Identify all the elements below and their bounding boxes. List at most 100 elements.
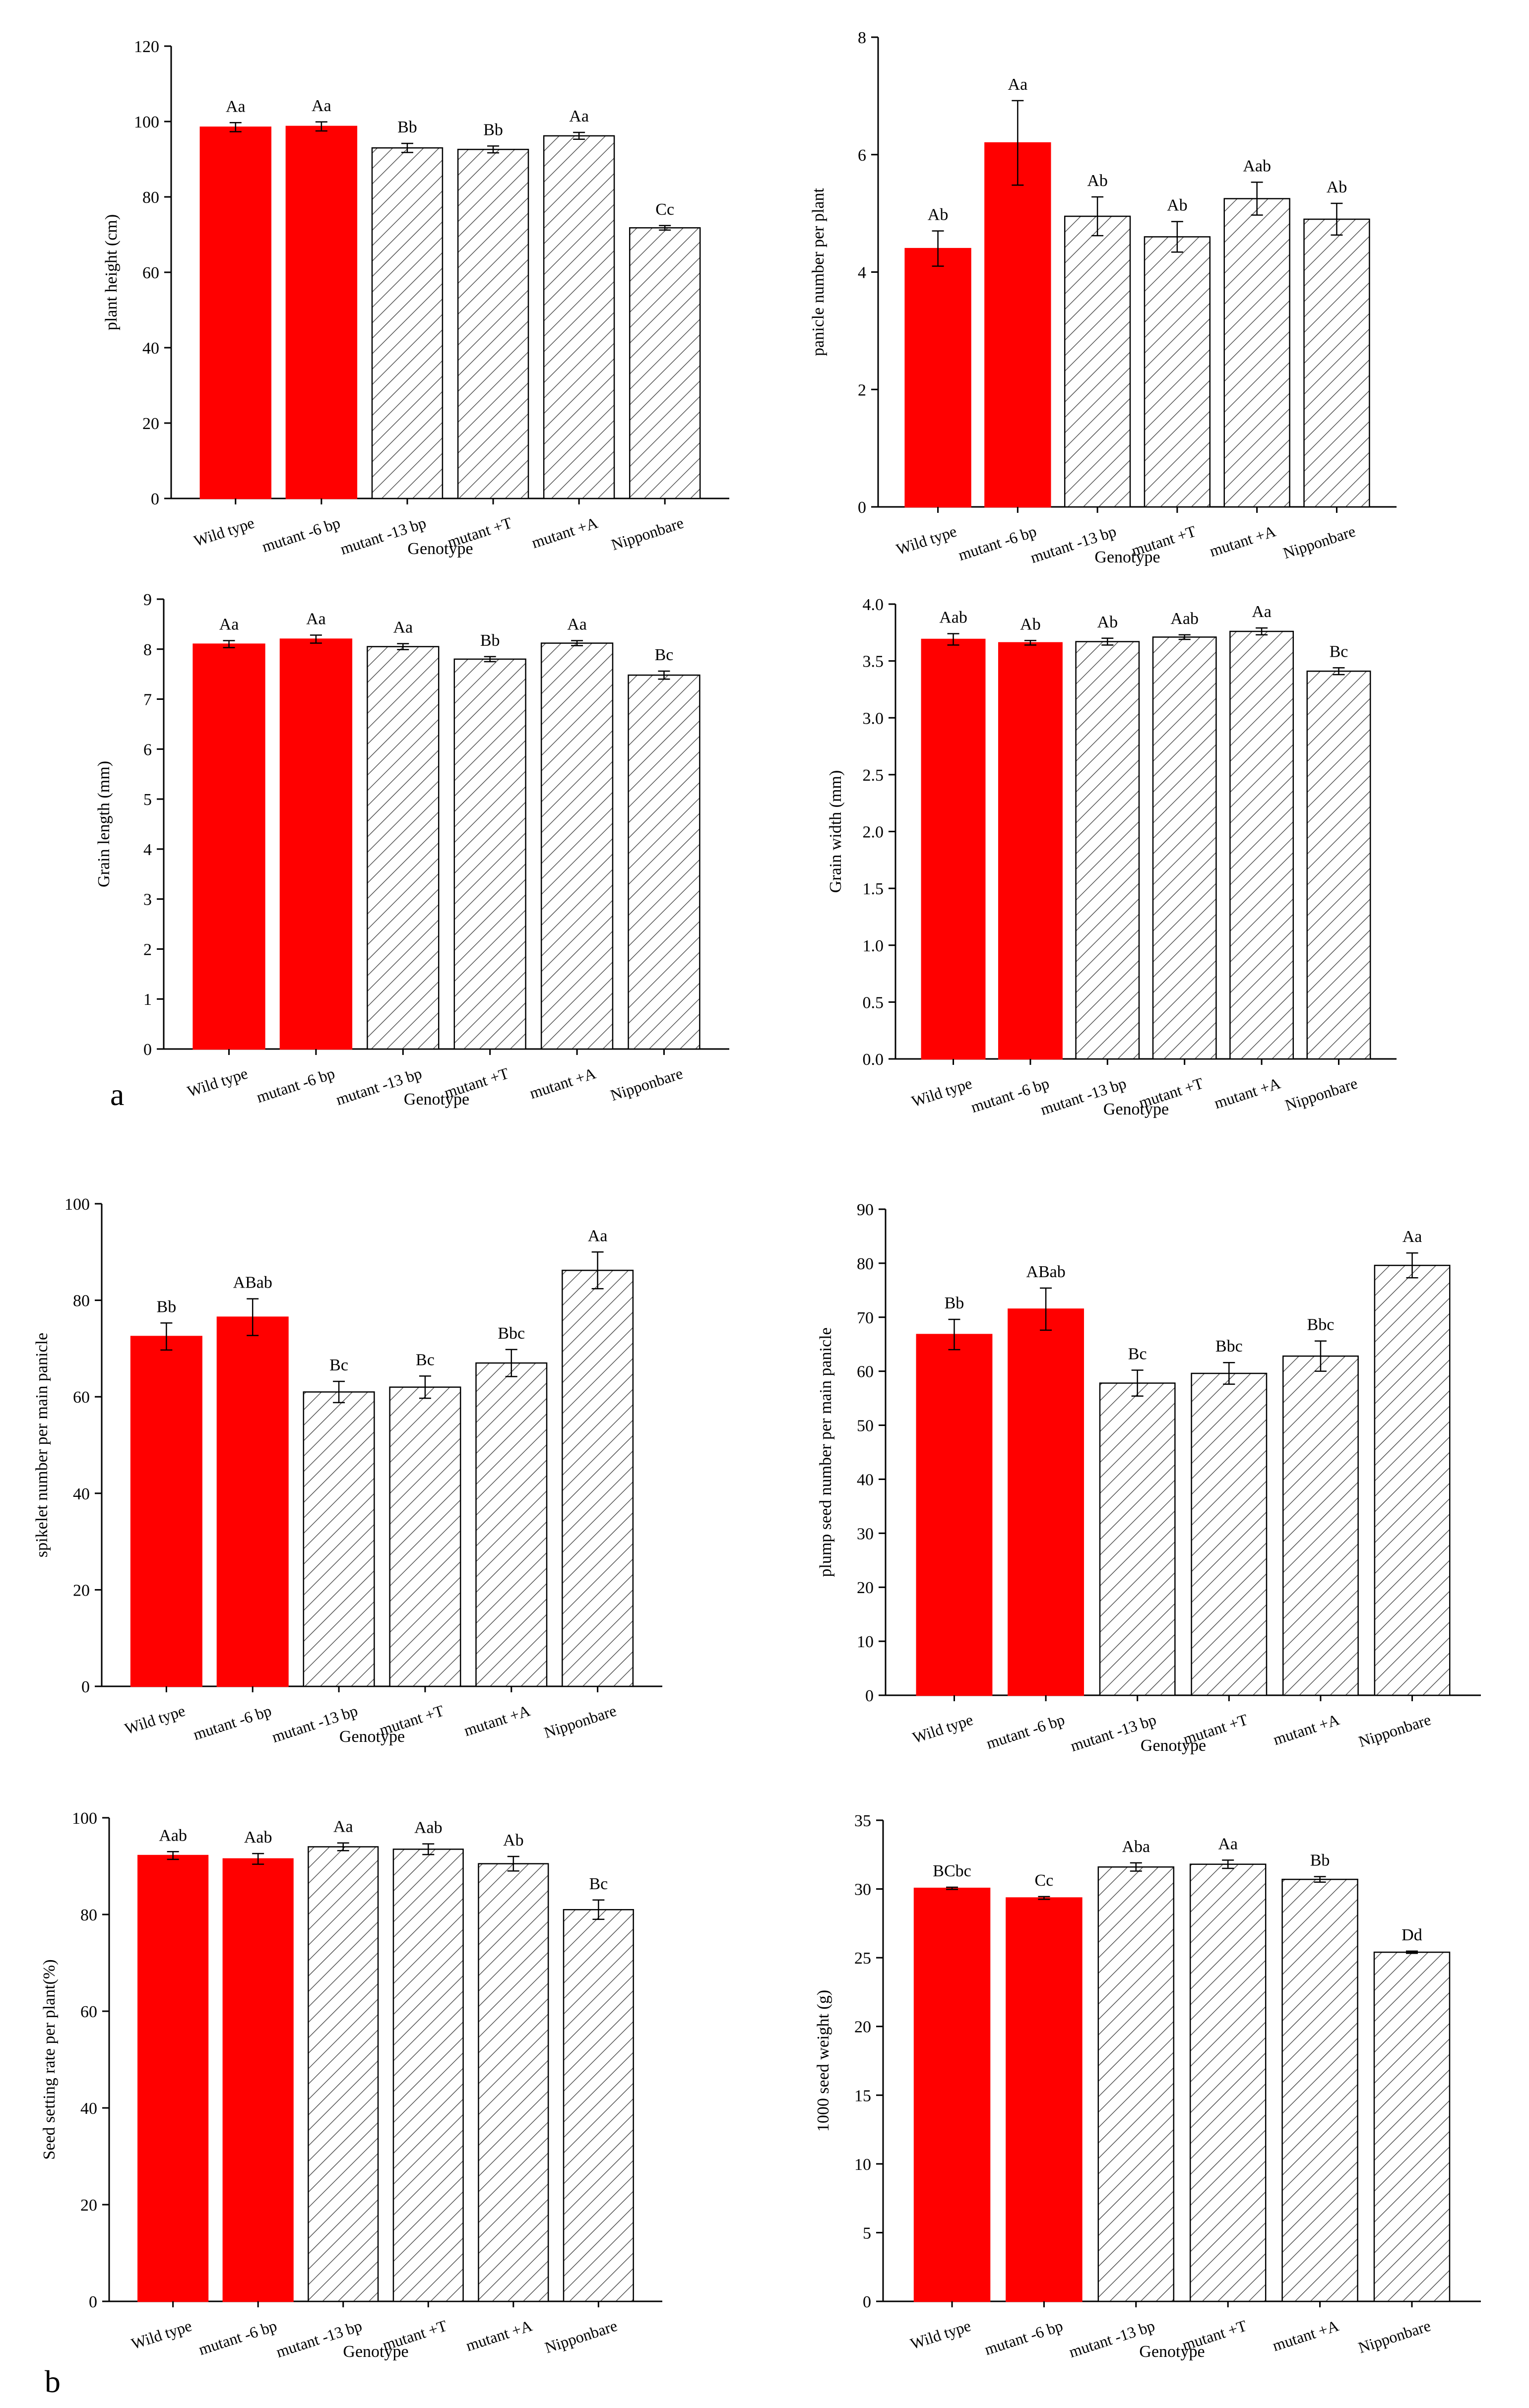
x-tick-label: Wild type: [908, 2316, 973, 2352]
x-tick-label: mutant -6 bp: [196, 2316, 279, 2358]
y-tick-label: 60: [142, 264, 159, 282]
bar: [453, 658, 526, 1050]
y-axis-label: Seed setting rate per plant(%): [40, 1959, 59, 2160]
y-tick-label: 2.0: [863, 823, 884, 842]
x-tick-label: mutant +A: [527, 1064, 598, 1102]
x-tick-label: Nipponbare: [543, 2316, 620, 2356]
bar: [1097, 1866, 1175, 2302]
y-tick-label: 5: [863, 2224, 871, 2242]
y-axis-label: panicle number per plant: [809, 187, 828, 356]
significance-label: Aa: [1402, 1228, 1422, 1246]
significance-label: Cc: [1035, 1871, 1054, 1890]
significance-label: ABab: [1026, 1263, 1065, 1281]
y-tick-label: 100: [72, 1809, 97, 1828]
y-tick-label: 20: [142, 415, 159, 433]
y-tick-label: 80: [73, 1292, 90, 1310]
y-tick-label: 80: [142, 188, 159, 207]
y-tick-label: 3.5: [863, 653, 884, 671]
significance-label: BCbc: [933, 1862, 971, 1880]
x-tick-label: Nipponbare: [1281, 522, 1358, 562]
y-tick-label: 4: [143, 841, 152, 859]
y-tick-label: 1.5: [863, 880, 884, 898]
y-axis-label: plump seed number per main panicle: [817, 1327, 835, 1577]
bar: [478, 1863, 549, 2302]
significance-label: Dd: [1402, 1926, 1422, 1944]
significance-label: Bbc: [498, 1324, 525, 1343]
y-tick-label: 30: [857, 1525, 874, 1543]
significance-label: Aa: [226, 97, 246, 116]
significance-label: Aa: [1008, 75, 1028, 94]
y-tick-label: 40: [80, 2099, 97, 2118]
x-tick-label: mutant +A: [464, 2316, 534, 2354]
y-tick-label: 70: [857, 1309, 874, 1327]
significance-label: Ab: [1020, 615, 1041, 633]
bar: [1306, 671, 1371, 1060]
panel-label-b: b: [45, 2364, 61, 2399]
x-tick-label: mutant -6 bp: [254, 1064, 337, 1106]
significance-label: Aab: [939, 609, 967, 627]
bar: [904, 247, 971, 508]
bar: [475, 1362, 548, 1687]
x-tick-label: Wild type: [894, 522, 959, 558]
chart-spikelet-number: 0 20 40 60 80 100 spikelet number per main pan…: [33, 1195, 662, 1746]
y-tick-label: 100: [134, 113, 159, 131]
bar: [1229, 630, 1294, 1060]
significance-label: ABab: [233, 1274, 272, 1292]
x-tick-label: mutant -6 bp: [982, 2316, 1065, 2358]
y-tick-label: 80: [857, 1255, 874, 1273]
bar: [629, 227, 701, 499]
x-axis-label: Genotype: [1139, 2343, 1205, 2361]
y-tick-label: 8: [858, 29, 866, 47]
significance-label: Bb: [480, 631, 500, 650]
significance-label: Aa: [393, 618, 413, 637]
significance-label: Bc: [329, 1356, 348, 1374]
y-axis-label: 1000 seed weight (g): [814, 1990, 832, 2132]
significance-label: Bc: [416, 1351, 435, 1369]
y-tick-label: 60: [73, 1388, 90, 1407]
y-tick-label: 35: [854, 1812, 871, 1830]
y-tick-label: 120: [134, 38, 159, 56]
significance-label: Bb: [945, 1294, 964, 1312]
bar: [1064, 215, 1131, 508]
x-tick-label: Wild type: [191, 513, 256, 550]
significance-label: Bb: [1310, 1852, 1330, 1870]
y-tick-label: 10: [857, 1633, 874, 1651]
y-tick-label: 0: [89, 2293, 97, 2311]
y-tick-label: 80: [80, 1906, 97, 1924]
chart-grain-width: 0.0 0.5 1.0 1.5 2.0 2.5 3.0 3.5 4.0 Grain width (…: [827, 596, 1397, 1118]
significance-label: Aa: [1218, 1835, 1238, 1853]
significance-label: Bc: [1128, 1345, 1147, 1363]
y-tick-label: 0: [858, 498, 866, 517]
y-tick-label: 9: [143, 591, 152, 609]
x-tick-label: mutant -6 bp: [259, 513, 342, 556]
bar: [1144, 236, 1211, 508]
bar: [1303, 218, 1370, 508]
x-tick-label: mutant +A: [1212, 1074, 1282, 1112]
chart-plump-seed-number: 0 10 20 30 40 50 60 70 80 90 plump seed number per…: [817, 1201, 1481, 1755]
bar: [367, 646, 440, 1050]
significance-label: Bb: [157, 1297, 177, 1316]
bar: [1373, 1951, 1451, 2302]
significance-label: Bb: [397, 118, 417, 136]
x-tick-label: Wild type: [185, 1064, 250, 1100]
y-axis-label: spikelet number per main panicle: [33, 1333, 51, 1557]
x-tick-label: mutant -6 bp: [968, 1074, 1051, 1116]
significance-label: Ab: [1167, 196, 1188, 215]
significance-label: Aa: [306, 610, 326, 628]
chart-grain-length: 0 1 2 3 4 5 6 7 8 9 Grain length (mm) Aa Wild type Aa…: [95, 591, 729, 1109]
x-axis-label: Genotype: [1141, 1736, 1206, 1755]
bar: [199, 126, 272, 499]
panel-label-a: a: [110, 1077, 125, 1112]
y-tick-label: 50: [857, 1417, 874, 1435]
x-tick-label: mutant +A: [1207, 522, 1277, 560]
significance-label: Aab: [244, 1828, 272, 1847]
significance-label: Bc: [655, 646, 674, 664]
y-tick-label: 100: [64, 1195, 90, 1214]
bar: [562, 1270, 634, 1687]
y-tick-label: 0.0: [863, 1050, 884, 1069]
x-tick-label: mutant +A: [1270, 2316, 1340, 2354]
y-tick-label: 1: [143, 990, 152, 1009]
y-tick-label: 20: [80, 2196, 97, 2215]
x-tick-label: Nipponbare: [1283, 1074, 1360, 1114]
bar: [1281, 1878, 1358, 2302]
